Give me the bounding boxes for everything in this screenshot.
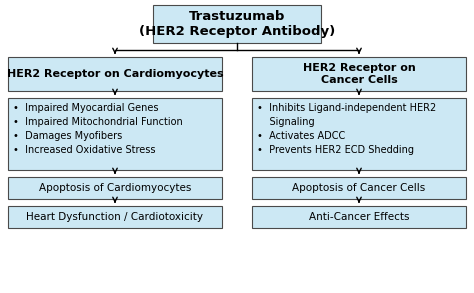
FancyBboxPatch shape bbox=[8, 177, 222, 199]
Text: HER2 Receptor on Cardiomyocytes: HER2 Receptor on Cardiomyocytes bbox=[7, 69, 223, 79]
FancyBboxPatch shape bbox=[252, 206, 466, 228]
Text: Apoptosis of Cancer Cells: Apoptosis of Cancer Cells bbox=[292, 183, 426, 193]
FancyBboxPatch shape bbox=[252, 57, 466, 91]
Text: •  Inhibits Ligand-independent HER2
    Signaling
•  Activates ADCC
•  Prevents : • Inhibits Ligand-independent HER2 Signa… bbox=[257, 103, 436, 155]
FancyBboxPatch shape bbox=[252, 177, 466, 199]
FancyBboxPatch shape bbox=[153, 5, 321, 43]
Text: HER2 Receptor on
Cancer Cells: HER2 Receptor on Cancer Cells bbox=[302, 63, 415, 85]
Text: Trastuzumab
(HER2 Receptor Antibody): Trastuzumab (HER2 Receptor Antibody) bbox=[139, 9, 335, 38]
Text: Anti-Cancer Effects: Anti-Cancer Effects bbox=[309, 212, 409, 222]
FancyBboxPatch shape bbox=[252, 98, 466, 170]
FancyBboxPatch shape bbox=[8, 206, 222, 228]
FancyBboxPatch shape bbox=[8, 98, 222, 170]
FancyBboxPatch shape bbox=[8, 57, 222, 91]
Text: Heart Dysfunction / Cardiotoxicity: Heart Dysfunction / Cardiotoxicity bbox=[27, 212, 203, 222]
Text: •  Impaired Myocardial Genes
•  Impaired Mitochondrial Function
•  Damages Myofi: • Impaired Myocardial Genes • Impaired M… bbox=[13, 103, 183, 155]
Text: Apoptosis of Cardiomyocytes: Apoptosis of Cardiomyocytes bbox=[39, 183, 191, 193]
